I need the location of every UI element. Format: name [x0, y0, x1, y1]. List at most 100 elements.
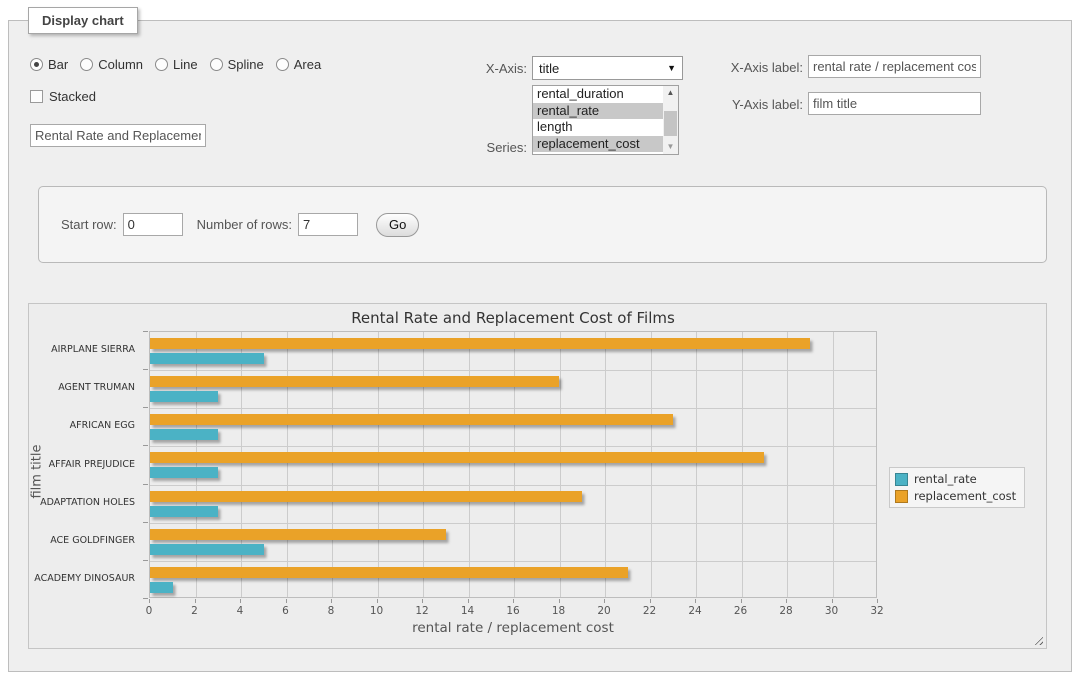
number-of-rows-input[interactable]: [298, 213, 358, 236]
gridline: [696, 332, 697, 597]
go-button[interactable]: Go: [376, 213, 419, 237]
chart-type-radio-column[interactable]: Column: [80, 57, 143, 72]
bar-rental_rate: [150, 467, 218, 478]
x-tick-label: 0: [146, 605, 153, 617]
bar-replacement_cost: [150, 567, 628, 578]
x-tick-label: 30: [825, 605, 838, 617]
x-axis-select-label: X-Axis:: [430, 61, 527, 76]
start-row-input[interactable]: [123, 213, 183, 236]
stacked-checkbox[interactable]: [30, 90, 43, 103]
category-label: AIRPLANE SIERRA: [29, 344, 142, 355]
scrollbar-thumb[interactable]: [664, 111, 677, 136]
gridline: [150, 485, 876, 486]
series-option-length[interactable]: length: [533, 119, 663, 136]
x-tick-label: 24: [688, 605, 701, 617]
bar-replacement_cost: [150, 376, 559, 387]
gridline: [787, 332, 788, 597]
x-tick-label: 12: [415, 605, 428, 617]
stacked-checkbox-row[interactable]: Stacked: [30, 89, 96, 104]
category-label: ACE GOLDFINGER: [29, 535, 142, 546]
radio-icon[interactable]: [80, 58, 93, 71]
x-tick: [240, 599, 241, 603]
x-tick: [786, 599, 787, 603]
gridline: [150, 408, 876, 409]
series-list-scrollbar[interactable]: ▲ ▼: [663, 86, 678, 154]
y-tick: [143, 522, 148, 523]
gridline: [423, 332, 424, 597]
resize-handle-icon[interactable]: [1032, 634, 1043, 645]
gridline: [150, 446, 876, 447]
x-tick: [377, 599, 378, 603]
legend-swatch: [895, 490, 908, 503]
plot-area: [149, 331, 877, 598]
bar-rental_rate: [150, 391, 218, 402]
gridline: [196, 332, 197, 597]
category-label: ACADEMY DINOSAUR: [29, 573, 142, 584]
bar-replacement_cost: [150, 414, 673, 425]
x-axis-label-input[interactable]: [808, 55, 981, 78]
x-tick-label: 32: [870, 605, 883, 617]
y-tick: [143, 369, 148, 370]
x-tick-label: 8: [328, 605, 335, 617]
category-label: AFRICAN EGG: [29, 420, 142, 431]
x-tick-label: 6: [282, 605, 289, 617]
category-label: AGENT TRUMAN: [29, 382, 142, 393]
chart-title: Rental Rate and Replacement Cost of Film…: [149, 309, 877, 327]
x-tick: [650, 599, 651, 603]
gridline: [332, 332, 333, 597]
y-tick: [143, 445, 148, 446]
chart-type-radio-spline[interactable]: Spline: [210, 57, 264, 72]
radio-icon[interactable]: [30, 58, 43, 71]
chevron-down-icon: ▼: [667, 63, 676, 73]
gridline: [378, 332, 379, 597]
y-tick: [143, 598, 148, 599]
legend-swatch: [895, 473, 908, 486]
radio-icon[interactable]: [210, 58, 223, 71]
x-tick-label: 10: [370, 605, 383, 617]
row-range-panel: Start row: Number of rows: Go: [38, 186, 1047, 263]
y-tick: [143, 484, 148, 485]
x-axis-select[interactable]: title ▼: [532, 56, 683, 80]
x-tick: [877, 599, 878, 603]
gridline: [241, 332, 242, 597]
gridline: [742, 332, 743, 597]
y-tick: [143, 331, 148, 332]
x-tick: [832, 599, 833, 603]
y-axis-label-input[interactable]: [808, 92, 981, 115]
gridline: [605, 332, 606, 597]
gridline: [150, 561, 876, 562]
scroll-down-icon[interactable]: ▼: [663, 140, 678, 154]
x-tick: [422, 599, 423, 603]
scroll-up-icon[interactable]: ▲: [663, 86, 678, 100]
bar-replacement_cost: [150, 338, 810, 349]
bar-replacement_cost: [150, 452, 764, 463]
category-label: AFFAIR PREJUDICE: [29, 459, 142, 470]
x-axis-select-value: title: [539, 61, 559, 76]
x-tick: [286, 599, 287, 603]
x-tick: [741, 599, 742, 603]
radio-icon[interactable]: [155, 58, 168, 71]
radio-icon[interactable]: [276, 58, 289, 71]
display-chart-page: Display chart BarColumnLineSplineArea St…: [0, 0, 1081, 681]
x-tick-label: 18: [552, 605, 565, 617]
stacked-label: Stacked: [49, 89, 96, 104]
chart-title-input[interactable]: [30, 124, 206, 147]
y-axis-title: film title: [30, 417, 45, 527]
series-option-rental_rate[interactable]: rental_rate: [533, 103, 663, 120]
series-option-rental_duration[interactable]: rental_duration: [533, 86, 663, 103]
number-of-rows-label: Number of rows:: [197, 217, 292, 232]
chart-type-radio-label: Area: [294, 57, 321, 72]
x-tick-label: 22: [643, 605, 656, 617]
x-tick: [195, 599, 196, 603]
chart-type-radio-line[interactable]: Line: [155, 57, 198, 72]
series-option-replacement_cost[interactable]: replacement_cost: [533, 136, 663, 153]
bar-rental_rate: [150, 582, 173, 593]
chart-type-radio-area[interactable]: Area: [276, 57, 321, 72]
gridline: [560, 332, 561, 597]
x-tick: [149, 599, 150, 603]
chart-legend: rental_ratereplacement_cost: [889, 467, 1025, 508]
chart-type-radio-bar[interactable]: Bar: [30, 57, 68, 72]
bar-replacement_cost: [150, 529, 446, 540]
series-multiselect[interactable]: ▲ ▼ rental_durationrental_ratelengthrepl…: [532, 85, 679, 155]
x-tick: [559, 599, 560, 603]
